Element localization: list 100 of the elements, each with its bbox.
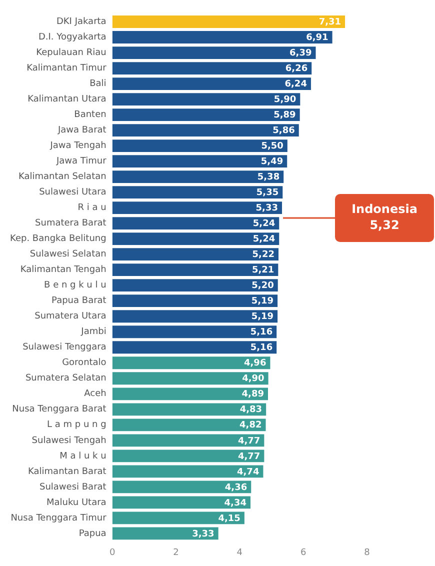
data-label: 6,26: [285, 64, 308, 74]
data-label: 5,16: [250, 343, 273, 354]
x-tick-label: 8: [364, 548, 370, 558]
data-label: 5,24: [252, 219, 276, 230]
bar: [112, 465, 264, 478]
bar: [112, 16, 346, 28]
y-tick-label: Kepulauan Riau: [36, 48, 106, 58]
x-tick-label: 2: [173, 548, 179, 558]
y-tick-label: Bali: [90, 79, 106, 90]
y-tick-label: Banten: [74, 110, 106, 120]
x-tick-label: 0: [109, 548, 116, 558]
bar: [112, 372, 268, 385]
bar: [112, 155, 288, 168]
y-tick-label: Kalimantan Utara: [28, 94, 106, 105]
y-tick-label: Jawa Tengah: [49, 141, 106, 152]
bar: [112, 62, 312, 74]
data-label: 3,33: [192, 529, 214, 540]
data-label: 5,16: [250, 328, 273, 338]
data-label: 4,77: [238, 436, 260, 446]
data-label: 4,82: [240, 420, 262, 431]
data-label: 6,39: [290, 48, 312, 59]
y-tick-label: Jambi: [80, 327, 106, 338]
y-tick-label: M a l u k u: [60, 451, 106, 462]
data-label: 4,90: [242, 374, 264, 384]
annotation: Indonesia 5,32: [352, 202, 418, 232]
bar: [112, 388, 268, 400]
bar: [112, 512, 244, 524]
data-label: 5,22: [252, 250, 274, 260]
data-label: 5,20: [252, 281, 274, 292]
bar: [112, 279, 278, 292]
y-tick-label: B e n g k u l u: [44, 280, 106, 291]
y-tick-label: Kep. Bangka Belitung: [10, 234, 106, 244]
bar: [112, 356, 270, 370]
y-tick-label: Aceh: [84, 389, 106, 400]
data-label: 5,35: [256, 188, 279, 198]
data-label: 5,49: [260, 157, 284, 168]
bar: [112, 434, 264, 447]
y-tick-label: Gorontalo: [62, 358, 107, 368]
y-tick-label: L a m p u n g: [47, 420, 106, 430]
bar: [112, 248, 278, 261]
y-tick-label: Jawa Barat: [56, 126, 107, 136]
y-tick-label: Sulawesi Tenggara: [22, 342, 106, 353]
bar: [112, 450, 264, 462]
data-label: 4,74: [237, 467, 260, 478]
data-label: 5,89: [274, 110, 296, 121]
data-label: 4,77: [238, 452, 260, 462]
y-tick-label: Sulawesi Selatan: [30, 250, 106, 260]
y-tick-label: Maluku Utara: [46, 498, 106, 508]
y-tick-label: Kalimantan Selatan: [18, 172, 106, 182]
data-label: 4,96: [244, 358, 266, 369]
y-tick-label: R i a u: [78, 203, 106, 214]
data-label: 4,34: [224, 498, 246, 508]
y-tick-label: DKI Jakarta: [56, 17, 106, 28]
bar: [112, 170, 284, 184]
y-tick-label: Sumatera Utara: [34, 312, 106, 322]
x-tick-label: 6: [300, 548, 306, 558]
data-label: 5,33: [256, 204, 278, 214]
data-label: 6,24: [284, 80, 307, 90]
bar: [112, 46, 316, 59]
y-tick-label: Sumatera Barat: [35, 218, 107, 229]
data-label: 5,90: [274, 95, 296, 106]
y-tick-label: Nusa Tenggara Barat: [12, 404, 107, 415]
data-label: 5,86: [272, 126, 295, 136]
y-tick-label: D.I. Yogyakarta: [38, 32, 106, 43]
data-label: 5,19: [251, 312, 274, 322]
data-label: 6,91: [306, 33, 328, 44]
y-tick-label: Sumatera Selatan: [25, 374, 106, 384]
bar: [112, 93, 300, 106]
bar: [112, 108, 300, 121]
bar: [112, 217, 280, 230]
data-label: 4,83: [240, 405, 262, 416]
bar: [112, 78, 311, 90]
bar: [112, 480, 252, 494]
data-label: 5,21: [252, 266, 274, 276]
bar: [112, 294, 278, 308]
bar: [112, 264, 278, 276]
y-tick-label: Papua Barat: [52, 296, 107, 306]
y-tick-label: Sulawesi Utara: [39, 188, 106, 198]
data-label: 4,89: [242, 390, 264, 400]
data-label: 4,36: [224, 482, 248, 493]
bar: [112, 124, 299, 136]
bar: [112, 326, 277, 338]
bar: [112, 418, 266, 432]
y-tick-label: Kalimantan Tengah: [20, 265, 106, 276]
bar: [112, 403, 266, 416]
x-tick-label: 4: [236, 548, 243, 558]
y-tick-label: Nusa Tenggara Timur: [10, 513, 107, 524]
bar: [112, 527, 218, 540]
bar: [112, 232, 280, 246]
y-tick-label: Sulawesi Barat: [39, 482, 107, 492]
bar: [112, 341, 277, 354]
data-label: 5,50: [261, 142, 284, 152]
bar: [112, 202, 282, 214]
data-label: 4,15: [218, 514, 240, 524]
bar: [112, 310, 278, 323]
bar: [112, 496, 250, 509]
y-tick-label: Kalimantan Barat: [28, 466, 107, 477]
data-label: 5,24: [252, 234, 276, 245]
bar: [112, 31, 332, 44]
bar: [112, 186, 283, 199]
